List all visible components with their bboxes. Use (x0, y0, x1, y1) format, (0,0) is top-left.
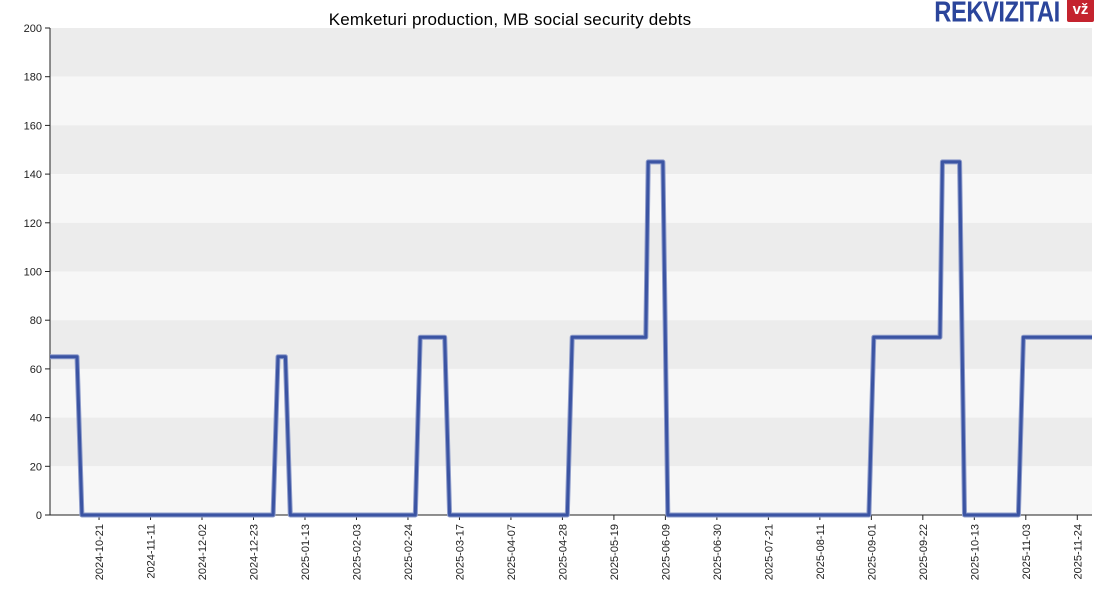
rekvizitai-logo[interactable]: REKVIZITAI vž (931, 0, 1094, 28)
svg-text:2025-09-01: 2025-09-01 (866, 524, 878, 580)
logo-vz-badge: vž (1067, 0, 1094, 22)
svg-text:2025-07-21: 2025-07-21 (763, 524, 775, 580)
svg-text:2025-11-24: 2025-11-24 (1072, 524, 1084, 579)
svg-text:2024-12-02: 2024-12-02 (197, 524, 209, 580)
svg-text:2025-02-03: 2025-02-03 (351, 524, 363, 580)
svg-text:140: 140 (24, 169, 42, 181)
svg-text:2025-09-22: 2025-09-22 (918, 524, 930, 580)
svg-text:60: 60 (30, 364, 42, 376)
svg-text:2025-06-30: 2025-06-30 (712, 524, 724, 580)
y-axis-ticks: 0 20 40 60 80 100 120 140 160 180 200 (24, 23, 50, 522)
svg-text:0: 0 (36, 510, 42, 522)
svg-text:2025-05-19: 2025-05-19 (609, 524, 621, 580)
svg-text:2025-02-24: 2025-02-24 (403, 524, 415, 580)
svg-text:160: 160 (24, 120, 42, 132)
svg-text:100: 100 (24, 267, 42, 279)
svg-text:2024-11-11: 2024-11-11 (146, 524, 158, 579)
svg-text:2025-11-03: 2025-11-03 (1021, 524, 1033, 579)
svg-text:2025-10-13: 2025-10-13 (969, 524, 981, 580)
svg-text:2025-04-07: 2025-04-07 (506, 524, 518, 580)
svg-text:2025-08-11: 2025-08-11 (815, 524, 827, 579)
svg-text:200: 200 (24, 23, 42, 35)
svg-text:80: 80 (30, 315, 42, 327)
svg-text:40: 40 (30, 413, 42, 425)
chart-title: Kemketuri production, MB social security… (328, 10, 692, 29)
svg-text:180: 180 (24, 72, 42, 84)
svg-text:2025-03-17: 2025-03-17 (454, 524, 466, 580)
svg-text:2025-06-09: 2025-06-09 (660, 524, 672, 580)
svg-text:2025-04-28: 2025-04-28 (557, 524, 569, 580)
svg-text:2024-10-21: 2024-10-21 (94, 524, 106, 580)
logo-text: REKVIZITAI (934, 0, 1060, 29)
svg-text:120: 120 (24, 218, 42, 230)
x-axis-ticks: 2024-10-21 2024-11-11 2024-12-02 2024-12-23… (94, 515, 1084, 580)
svg-text:2025-01-13: 2025-01-13 (300, 524, 312, 580)
svg-text:20: 20 (30, 461, 42, 473)
series-social-security-debts (50, 160, 1092, 517)
svg-text:2024-12-23: 2024-12-23 (248, 524, 260, 580)
